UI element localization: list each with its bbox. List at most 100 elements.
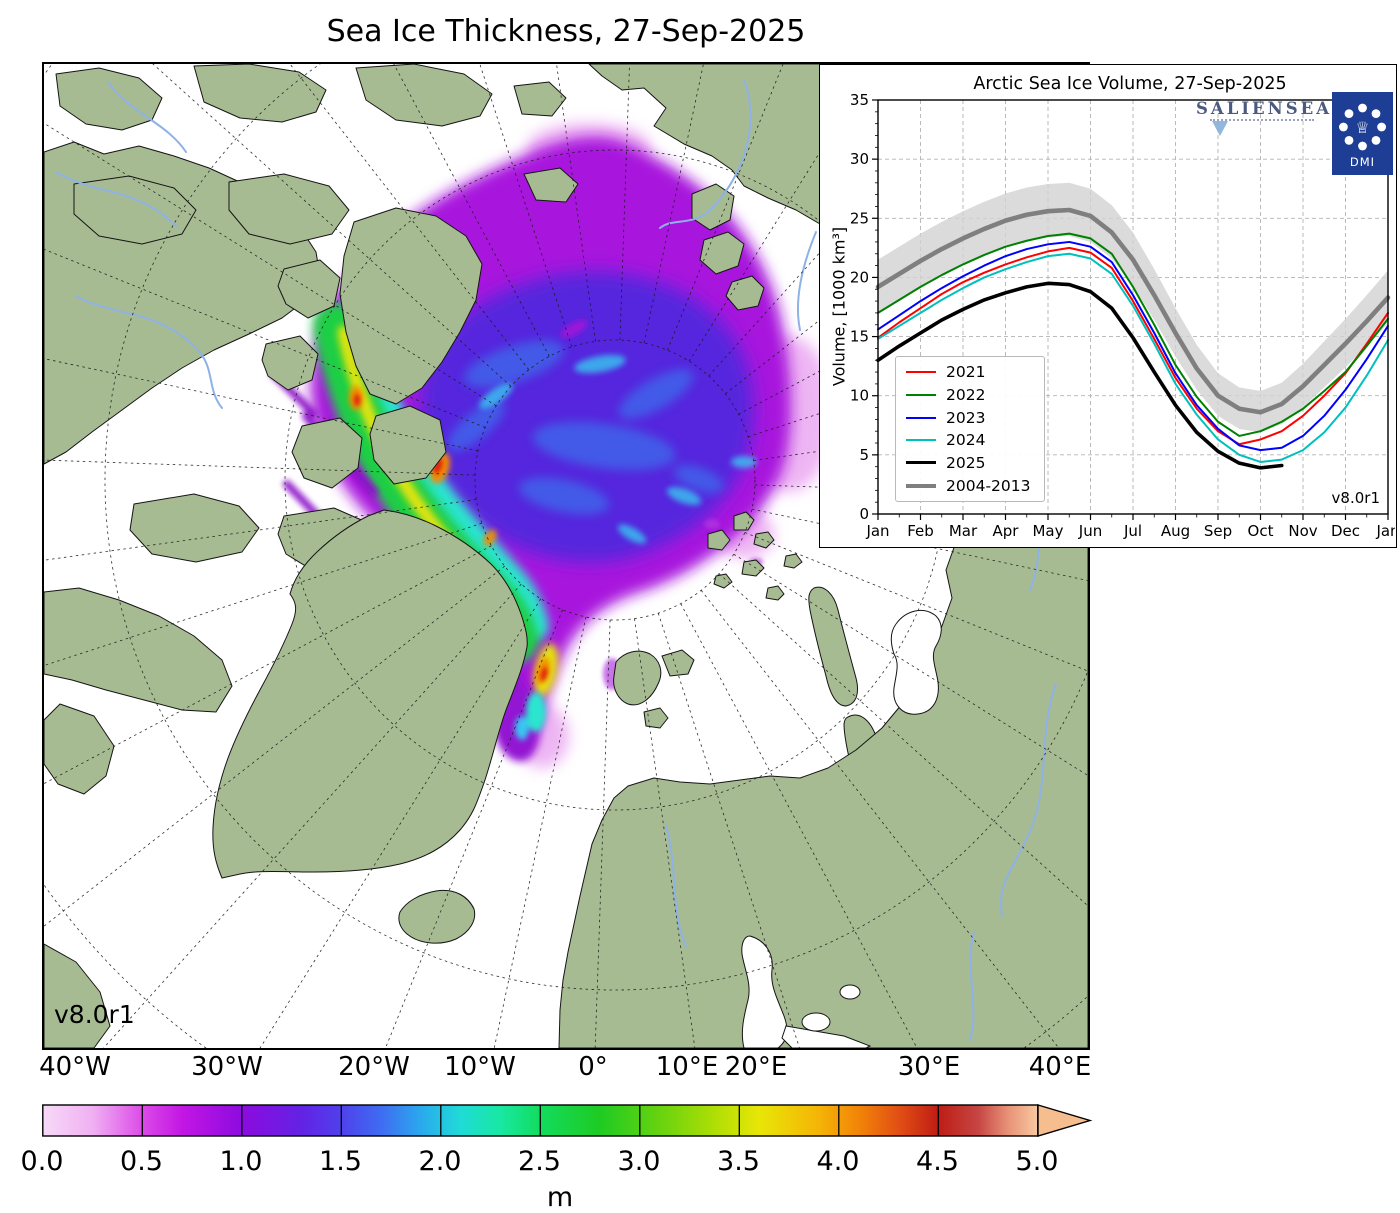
land-island <box>44 703 115 795</box>
series-line-2023 <box>877 240 1389 452</box>
land-island <box>277 259 341 319</box>
svg-text:Jul: Jul <box>1123 522 1142 540</box>
colorbar-ticks <box>141 1105 939 1136</box>
colorbar-tick-label: 1.0 <box>219 1146 263 1177</box>
gulf-of-bothnia <box>741 935 788 1048</box>
series-line-2024 <box>877 252 1389 463</box>
svg-text:5: 5 <box>859 446 869 464</box>
land-island <box>261 335 319 391</box>
land-island <box>291 417 363 489</box>
svg-text:Dec: Dec <box>1331 522 1360 540</box>
legend-item-2021: 2021 <box>906 362 1044 383</box>
legend-item-2004-2013: 2004-2013 <box>906 475 1044 496</box>
land-ellesmere <box>339 207 483 405</box>
svg-text:20: 20 <box>850 268 869 286</box>
svg-text:Aug: Aug <box>1161 522 1190 540</box>
legend-item-2022: 2022 <box>906 384 1044 405</box>
svg-text:Nov: Nov <box>1288 522 1317 540</box>
legend-swatch <box>906 483 936 488</box>
chart-legend: 2021 2022 2023 2024 2025 2004-2013 <box>895 356 1045 502</box>
land-island <box>513 81 567 117</box>
land-svalbard <box>661 649 695 677</box>
svg-text:Oct: Oct <box>1248 522 1274 540</box>
map-version-label: v8.0r1 <box>54 1000 135 1029</box>
series-line-2021 <box>877 246 1389 446</box>
inset-y-axis-label: Volume, [1000 km³] <box>829 226 849 387</box>
lon-tick-label: 10°W <box>444 1052 516 1082</box>
lon-tick-label: 0° <box>578 1052 608 1082</box>
gulf-of-finland <box>781 1025 872 1048</box>
legend-swatch <box>906 461 936 465</box>
svg-text:Jun: Jun <box>1078 522 1102 540</box>
svg-text:0: 0 <box>859 505 869 523</box>
legend-label: 2024 <box>946 431 986 450</box>
chart-ticks <box>872 99 1389 520</box>
legend-label: 2022 <box>946 385 986 404</box>
svg-text:35: 35 <box>850 91 869 109</box>
svg-text:15: 15 <box>850 328 869 346</box>
legend-label: 2021 <box>946 363 986 382</box>
inset-version-label: v8.0r1 <box>1331 489 1380 507</box>
lon-tick-label: 30°E <box>897 1052 961 1082</box>
legend-item-2024: 2024 <box>906 430 1044 451</box>
white-sea <box>890 609 942 715</box>
colorbar-tick-label: 0.0 <box>20 1146 64 1177</box>
inset-chart-title: Arctic Sea Ice Volume, 27-Sep-2025 <box>973 74 1287 94</box>
land-island <box>369 405 447 485</box>
dmi-logo: ♕ DMI <box>1332 92 1393 179</box>
colorbar-tick-label: 2.0 <box>418 1146 462 1177</box>
volume-inset-chart: 0 5 10 15 20 25 30 35 Jan Feb Mar Apr May Jun Jul Aug Se… <box>819 64 1400 548</box>
land-labrador-corner <box>44 943 111 1048</box>
svg-text:25: 25 <box>850 209 869 227</box>
colorbar-tick-label: 2.5 <box>518 1146 561 1177</box>
legend-label: 2025 <box>946 453 986 472</box>
land-island <box>193 64 327 123</box>
legend-swatch <box>906 371 936 374</box>
dmi-crown-icon: ♕ <box>1355 118 1369 137</box>
lon-tick-label: 20°W <box>338 1052 410 1082</box>
legend-swatch <box>906 416 936 419</box>
svg-text:Jan: Jan <box>1375 522 1395 540</box>
svg-text:May: May <box>1032 522 1063 540</box>
series-line-2022 <box>877 232 1389 437</box>
land-svalbard <box>643 707 669 729</box>
legend-label: 2023 <box>946 408 986 427</box>
ice-blue-streaks <box>447 340 724 515</box>
lon-tick-label: 30°W <box>191 1052 263 1082</box>
svg-text:Feb: Feb <box>907 522 934 540</box>
series-line-2025 <box>876 281 1284 470</box>
land-franz-josef <box>707 511 803 601</box>
ice-tongue-cyan-cores <box>515 692 546 740</box>
salienseas-tagline-line <box>1210 119 1314 121</box>
land-island <box>355 64 493 127</box>
colorbar-tick-label: 3.0 <box>617 1146 661 1177</box>
salienseas-watermark: SALIENSEAS <box>1196 99 1347 136</box>
colorbar-tick-label: 4.5 <box>916 1146 959 1177</box>
svg-text:Mar: Mar <box>949 522 978 540</box>
thickness-colorbar <box>42 1103 1094 1141</box>
land-svalbard <box>613 650 662 706</box>
svg-text:10: 10 <box>850 387 869 405</box>
colorbar-tick-label: 1.5 <box>319 1146 362 1177</box>
lake <box>839 984 861 1000</box>
svg-text:30: 30 <box>850 150 869 168</box>
svg-text:Sep: Sep <box>1204 522 1232 540</box>
series-line-2004-2013 <box>875 207 1391 415</box>
colorbar-tick-label: 0.5 <box>120 1146 163 1177</box>
page-title: Sea Ice Thickness, 27-Sep-2025 <box>326 14 806 49</box>
lon-tick-label: 20°E <box>724 1052 788 1082</box>
ice-cyan-streaks <box>479 354 757 544</box>
colorbar-tick-label: 3.5 <box>717 1146 760 1177</box>
land-island <box>129 493 260 563</box>
land-island <box>523 167 579 203</box>
land-novaya-zemlya <box>808 586 859 707</box>
svg-text:Jan: Jan <box>865 522 889 540</box>
salienseas-wordmark: SALIENSEAS <box>1196 99 1347 118</box>
dmi-logo-text: DMI <box>1350 155 1375 169</box>
legend-item-2023: 2023 <box>906 407 1044 428</box>
lon-tick-label: 40°W <box>39 1052 111 1082</box>
colorbar-unit-label: m <box>546 1182 574 1213</box>
legend-label: 2004-2013 <box>946 476 1031 495</box>
